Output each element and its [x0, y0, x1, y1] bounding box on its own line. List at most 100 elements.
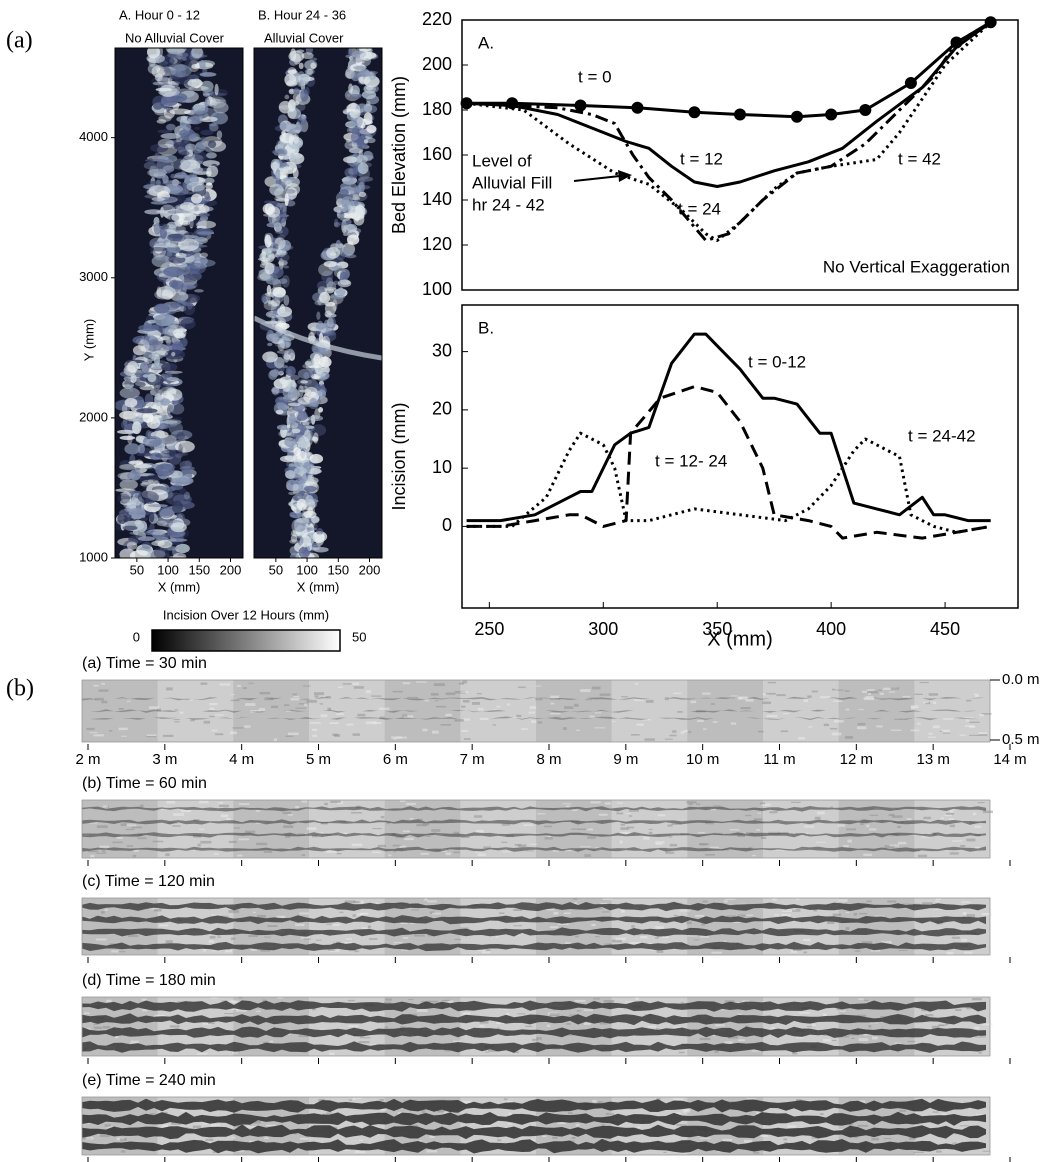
- y-tick-label: 140: [422, 189, 452, 209]
- series-marker: [631, 101, 644, 114]
- series-label: t = 24-42: [908, 426, 976, 445]
- annotation-arrowhead: [618, 170, 632, 182]
- series-marker: [460, 97, 473, 110]
- y-tick-label: 20: [432, 399, 452, 419]
- series-marker: [688, 106, 701, 119]
- y-tick-label: 2000: [79, 409, 108, 424]
- x-tick-label: 14 m: [993, 751, 1026, 768]
- y-tick-label: 4000: [79, 129, 108, 144]
- series-marker: [574, 99, 587, 112]
- strip-title: (c) Time = 120 min: [82, 873, 215, 890]
- y-tick-label: 0.5 m: [1002, 731, 1040, 748]
- x-axis-label: X (mm): [158, 579, 201, 594]
- colorbar-tick-label: 0: [133, 629, 140, 644]
- series-label: t = 0: [578, 67, 612, 86]
- annotation-arrow: [573, 175, 621, 182]
- panel-frame: [114, 47, 244, 559]
- panel-title: B. Hour 24 - 36: [258, 7, 346, 22]
- strip-frame: [81, 996, 991, 1057]
- x-tick-label: 100: [296, 562, 318, 577]
- panel-subtitle: No Alluvial Cover: [125, 30, 225, 45]
- strip-photo: [82, 800, 993, 858]
- series-line: [466, 21, 992, 242]
- x-tick-label: 200: [359, 562, 381, 577]
- strip-title: (b) Time = 60 min: [82, 775, 207, 792]
- series-label: t = 12: [680, 149, 723, 168]
- x-tick-label: 50: [130, 562, 144, 577]
- series-label: t = 42: [898, 149, 941, 168]
- x-tick-label: 200: [220, 562, 242, 577]
- series-line: [466, 21, 992, 242]
- annotation: No Vertical Exaggeration: [823, 257, 1010, 276]
- x-tick-label: 100: [157, 562, 179, 577]
- strip-title: (d) Time = 180 min: [82, 972, 216, 989]
- y-tick-label: 160: [422, 144, 452, 164]
- plot-frame: [461, 304, 1019, 609]
- strip-photo: [82, 1097, 991, 1155]
- figure-label: (b): [6, 676, 34, 702]
- panel-label: B.: [478, 318, 494, 337]
- panel-label: A.: [478, 33, 494, 52]
- x-tick-label: 400: [816, 619, 846, 639]
- series-line: [466, 21, 992, 188]
- y-tick-label: 0.0 m: [1002, 671, 1040, 688]
- x-tick-label: 11 m: [763, 751, 795, 768]
- x-tick-label: 4 m: [229, 751, 254, 768]
- series-line: [466, 385, 991, 540]
- panel-frame: [253, 47, 383, 559]
- strip-photo: [82, 680, 992, 742]
- strip-title: (a) Time = 30 min: [82, 655, 207, 672]
- x-tick-label: 10 m: [686, 751, 719, 768]
- panel-title: A. Hour 0 - 12: [119, 7, 200, 22]
- series-line: [466, 332, 991, 523]
- x-tick-label: 8 m: [536, 751, 561, 768]
- x-tick-label: 7 m: [460, 751, 485, 768]
- y-tick-label: 10: [432, 457, 452, 477]
- x-tick-label: 50: [269, 562, 283, 577]
- y-tick-label: 180: [422, 99, 452, 119]
- y-axis-label: Incision (mm): [389, 402, 409, 510]
- x-tick-label: 5 m: [306, 751, 331, 768]
- series-label: t = 0-12: [748, 352, 806, 371]
- strip-frame: [81, 1096, 991, 1156]
- series-marker: [904, 77, 917, 89]
- y-axis-label: Y (mm): [81, 319, 96, 361]
- figure-label: (a): [6, 28, 33, 54]
- series-marker: [825, 108, 838, 121]
- y-axis-label: Bed Elevation (mm): [389, 76, 409, 234]
- x-tick-label: 250: [474, 619, 504, 639]
- colorbar-tick-label: 50: [352, 629, 366, 644]
- annotation: Level of: [472, 151, 532, 170]
- strip-frame: [81, 679, 991, 743]
- panel-subtitle: Alluvial Cover: [264, 30, 344, 45]
- x-tick-label: 6 m: [383, 751, 408, 768]
- x-tick-label: 150: [188, 562, 210, 577]
- x-tick-label: 9 m: [613, 751, 638, 768]
- x-tick-label: 350: [702, 619, 732, 639]
- x-axis-label: X (mm): [707, 628, 773, 650]
- y-tick-label: 220: [422, 9, 452, 29]
- x-axis-label: X (mm): [297, 579, 340, 594]
- x-tick-label: 2 m: [75, 751, 100, 768]
- series-label: t = 12- 24: [655, 451, 727, 470]
- strip-frame: [81, 897, 991, 956]
- y-tick-label: 30: [432, 340, 452, 360]
- strip-title: (e) Time = 240 min: [82, 1072, 216, 1089]
- strip-photo: [82, 898, 993, 955]
- strip-frame: [81, 799, 991, 859]
- series-marker: [859, 104, 872, 116]
- series-marker: [734, 108, 746, 121]
- y-tick-label: 3000: [79, 269, 108, 284]
- colorbar-label: Incision Over 12 Hours (mm): [163, 607, 329, 622]
- heatmap-image: [254, 48, 382, 558]
- y-tick-label: 120: [422, 234, 452, 254]
- y-tick-label: 0: [442, 515, 452, 535]
- x-tick-label: 12 m: [840, 751, 873, 768]
- heatmap-image: [115, 48, 243, 558]
- x-tick-label: 450: [930, 619, 960, 639]
- x-tick-label: 300: [588, 619, 618, 639]
- series-line: [466, 21, 992, 119]
- y-tick-label: 100: [422, 279, 452, 299]
- x-tick-label: 150: [327, 562, 349, 577]
